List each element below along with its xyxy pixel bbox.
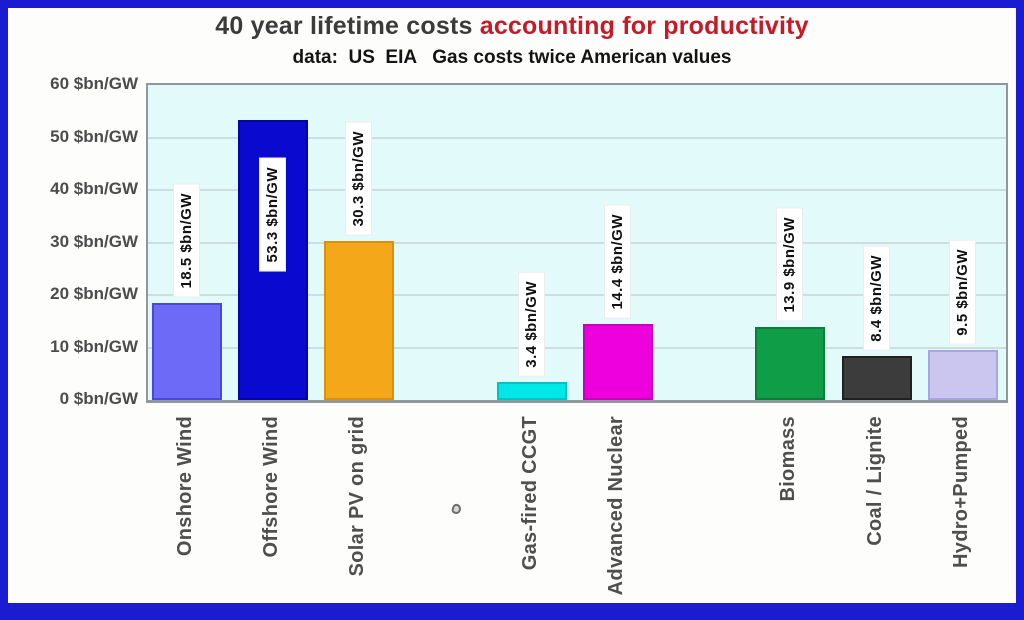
category-label-offshore-wind: Offshore Wind bbox=[260, 416, 283, 558]
y-tick-label-60: 60 $bn/GW bbox=[50, 74, 138, 93]
category-label-solar-pv-on-grid: Solar PV on grid bbox=[346, 416, 369, 577]
y-tick-label-30: 30 $bn/GW bbox=[50, 231, 138, 251]
gridline-30 bbox=[148, 241, 1006, 244]
bar-biomass bbox=[755, 327, 826, 400]
y-tick-label-10: 10 $bn/GW bbox=[50, 336, 138, 356]
value-label-advanced-nuclear: 14.4 $bn/GW bbox=[604, 205, 631, 319]
bar-onshore-wind bbox=[152, 303, 222, 400]
plot-area: 18.5 $bn/GW 53.3 $bn/GW 30.3 $bn/GW 3.4 $bn… bbox=[146, 83, 1008, 403]
value-label-onshore-wind: 18.5 $bn/GW bbox=[173, 184, 200, 298]
y-tick-label-50: 50 $bn/GW bbox=[50, 126, 138, 146]
value-label-gas-fired-ccgt: 3.4 $bn/GW bbox=[517, 272, 545, 377]
bar-gas-fired-ccgt bbox=[496, 382, 567, 400]
y-tick-label-0: 0 $bn/GW bbox=[59, 389, 138, 408]
bar-hydro-pumped bbox=[927, 350, 998, 400]
frame-border-top bbox=[0, 0, 1024, 8]
gridline-10 bbox=[148, 346, 1006, 349]
y-axis-tick-labels: 0 $bn/GW 10 $bn/GW 20 $bn/GW 30 $bn/GW 40 $b… bbox=[0, 0, 138, 420]
frame-border-bottom bbox=[0, 603, 1024, 620]
value-label-biomass: 13.9 $bn/GW bbox=[776, 208, 804, 322]
chart-subtitle: data: US EIA Gas costs twice American va… bbox=[292, 47, 732, 68]
gridline-40 bbox=[148, 189, 1006, 191]
value-label-offshore-wind: 53.3 $bn/GW bbox=[259, 158, 287, 272]
chart-title-main: 40 year lifetime costs bbox=[215, 12, 480, 40]
value-label-coal-lignite: 8.4 $bn/GW bbox=[862, 246, 890, 351]
category-label-onshore-wind: Onshore Wind bbox=[174, 416, 196, 557]
value-label-solar-pv-on-grid: 30.3 $bn/GW bbox=[345, 122, 373, 236]
y-tick-label-20: 20 $bn/GW bbox=[50, 284, 138, 303]
frame-border-left bbox=[0, 0, 8, 620]
gridline-20 bbox=[148, 294, 1006, 296]
bar-advanced-nuclear bbox=[583, 324, 653, 400]
category-label-biomass: Biomass bbox=[777, 416, 800, 502]
chart-title: 40 year lifetime costs accounting for pr… bbox=[0, 12, 1024, 41]
smudge-artifact bbox=[450, 502, 463, 516]
gridline-50 bbox=[148, 136, 1006, 139]
bar-solar-pv-on-grid bbox=[324, 241, 395, 400]
frame-border-right bbox=[1016, 0, 1024, 620]
category-label-gas-fired-ccgt: Gas-fired CCGT bbox=[518, 416, 541, 571]
category-label-advanced-nuclear: Advanced Nuclear bbox=[605, 416, 627, 596]
bar-coal-lignite bbox=[841, 356, 912, 400]
y-tick-label-40: 40 $bn/GW bbox=[50, 179, 138, 198]
value-label-hydro-pumped: 9.5 $bn/GW bbox=[948, 240, 976, 345]
chart-title-accent: accounting for productivity bbox=[479, 12, 809, 40]
category-label-coal-lignite: Coal / Lignite bbox=[863, 416, 886, 546]
category-label-hydro-pumped: Hydro+Pumped bbox=[949, 416, 972, 568]
